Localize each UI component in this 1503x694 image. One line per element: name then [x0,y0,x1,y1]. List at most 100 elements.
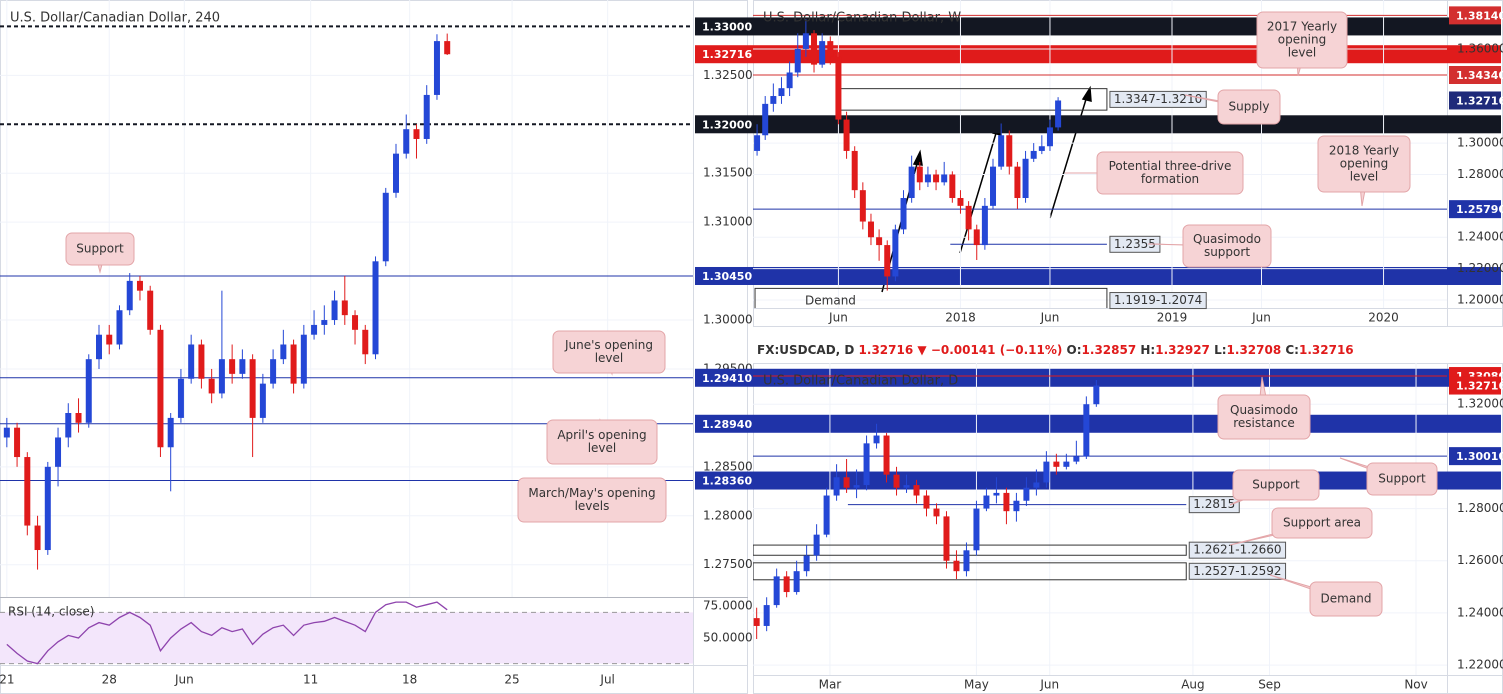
x-tick-label: Sep [1258,678,1281,692]
candle-body [903,485,910,488]
x-tick-label: May [964,678,989,692]
candle-body [229,359,236,374]
candle-body [843,477,850,488]
y-tick-label: 1.36000 [1457,41,1503,55]
y-tick-label: 1.28500 [703,459,753,473]
candle-body [249,359,256,418]
segment-label: 1.2355 [1114,237,1156,251]
candle-body [1093,385,1100,405]
y-tick-label: 1.26000 [1457,553,1503,567]
candle-body [754,135,761,151]
rsi-band [0,612,693,664]
candle-body [973,229,980,246]
candle-body [55,437,62,467]
close-label: C: [1285,343,1299,357]
candle-body [290,344,297,384]
candle-body [3,427,10,438]
candle-body [933,508,940,517]
y-tick-label: 1.30000 [1457,136,1503,150]
x-tick-label: Mar [819,678,842,692]
x-tick-label: Jun [1251,311,1271,325]
candle-body [859,190,866,222]
candle-body [1063,461,1070,467]
candle-body [331,300,338,321]
callout-text: March/May's opening [528,486,655,500]
candle-body [802,33,809,49]
callout-text: April's opening [557,428,646,442]
zone-label: 1.1919-1.2074 [1114,293,1202,307]
candle-body [433,41,440,95]
y-tick-label: 1.31500 [703,166,753,180]
candle-body [1083,404,1090,457]
callout [517,477,667,523]
level-label-box [1449,447,1501,466]
candle-body [352,315,359,330]
candle-body [867,221,874,238]
x-tick-label: Jun [174,673,194,687]
y-tick-label: 1.24000 [1457,230,1503,244]
candle-body [908,166,915,199]
y-tick-label: 1.22000 [1457,658,1503,672]
zone [754,287,1108,308]
candle-body [444,41,451,55]
candle-body [1038,146,1045,151]
chart-title: U.S. Dollar/Canadian Dollar, W [763,11,961,26]
callout-text: Support [76,242,124,256]
y-tick-label: 1.32500 [703,68,753,82]
callout [1217,89,1281,125]
candle-body [916,166,923,183]
callout-text: resistance [1233,416,1295,430]
candle-body [65,413,72,438]
candle-body [893,474,900,488]
level-label-box [1449,200,1501,219]
candle-body [811,33,818,65]
callout [1182,224,1272,268]
candle-body [883,435,890,475]
callout [65,232,135,266]
high-label: H: [1140,343,1155,357]
candle-body [923,495,930,509]
x-tick-label: 2019 [1157,311,1188,325]
symbol: FX:USDCAD, D [757,343,854,357]
candle-body [924,174,931,183]
high-value: 1.32927 [1155,343,1210,357]
candle-body [1055,100,1062,128]
x-tick-label: 2018 [945,311,976,325]
callout-text: 2018 Yearly [1329,144,1399,158]
candle-body [239,359,246,374]
zone-label-box [1188,562,1287,580]
candle-body [393,153,399,193]
candle-body [949,174,956,199]
level-label: 1.30450 [702,270,752,283]
callout-text: level [1350,170,1379,184]
candle-body [1046,127,1053,147]
callout-text: opening [1278,33,1327,47]
level-label: 1.38140 [1456,9,1503,22]
callout-text: level [588,441,617,455]
candle-body [423,94,430,139]
level-label: 1.32716 [1456,94,1503,107]
candle-body [259,383,266,418]
callout-text: 2017 Yearly [1267,20,1337,34]
level-label-box [1449,6,1501,25]
candle-body [965,205,972,230]
candle-body [794,48,801,73]
x-tick-label: Nov [1404,678,1427,692]
candle-body [321,320,328,325]
callout-text: level [595,351,624,365]
callout [1366,462,1438,496]
candle-body [413,129,420,139]
x-tick-label: 21 [0,673,14,687]
callout-text: June's opening [564,338,653,352]
level-label-box [1449,65,1501,84]
candle-body [876,237,883,246]
callout-text: level [1288,46,1317,60]
candle-body [900,198,907,230]
candle-body [136,280,143,291]
level-label-box [1449,91,1501,110]
callout-text: support [1204,245,1250,259]
candle-body [198,344,205,379]
plot-area [753,363,1447,675]
zone-label: 1.2527-1.2592 [1193,564,1281,578]
open-label: O: [1067,343,1082,357]
